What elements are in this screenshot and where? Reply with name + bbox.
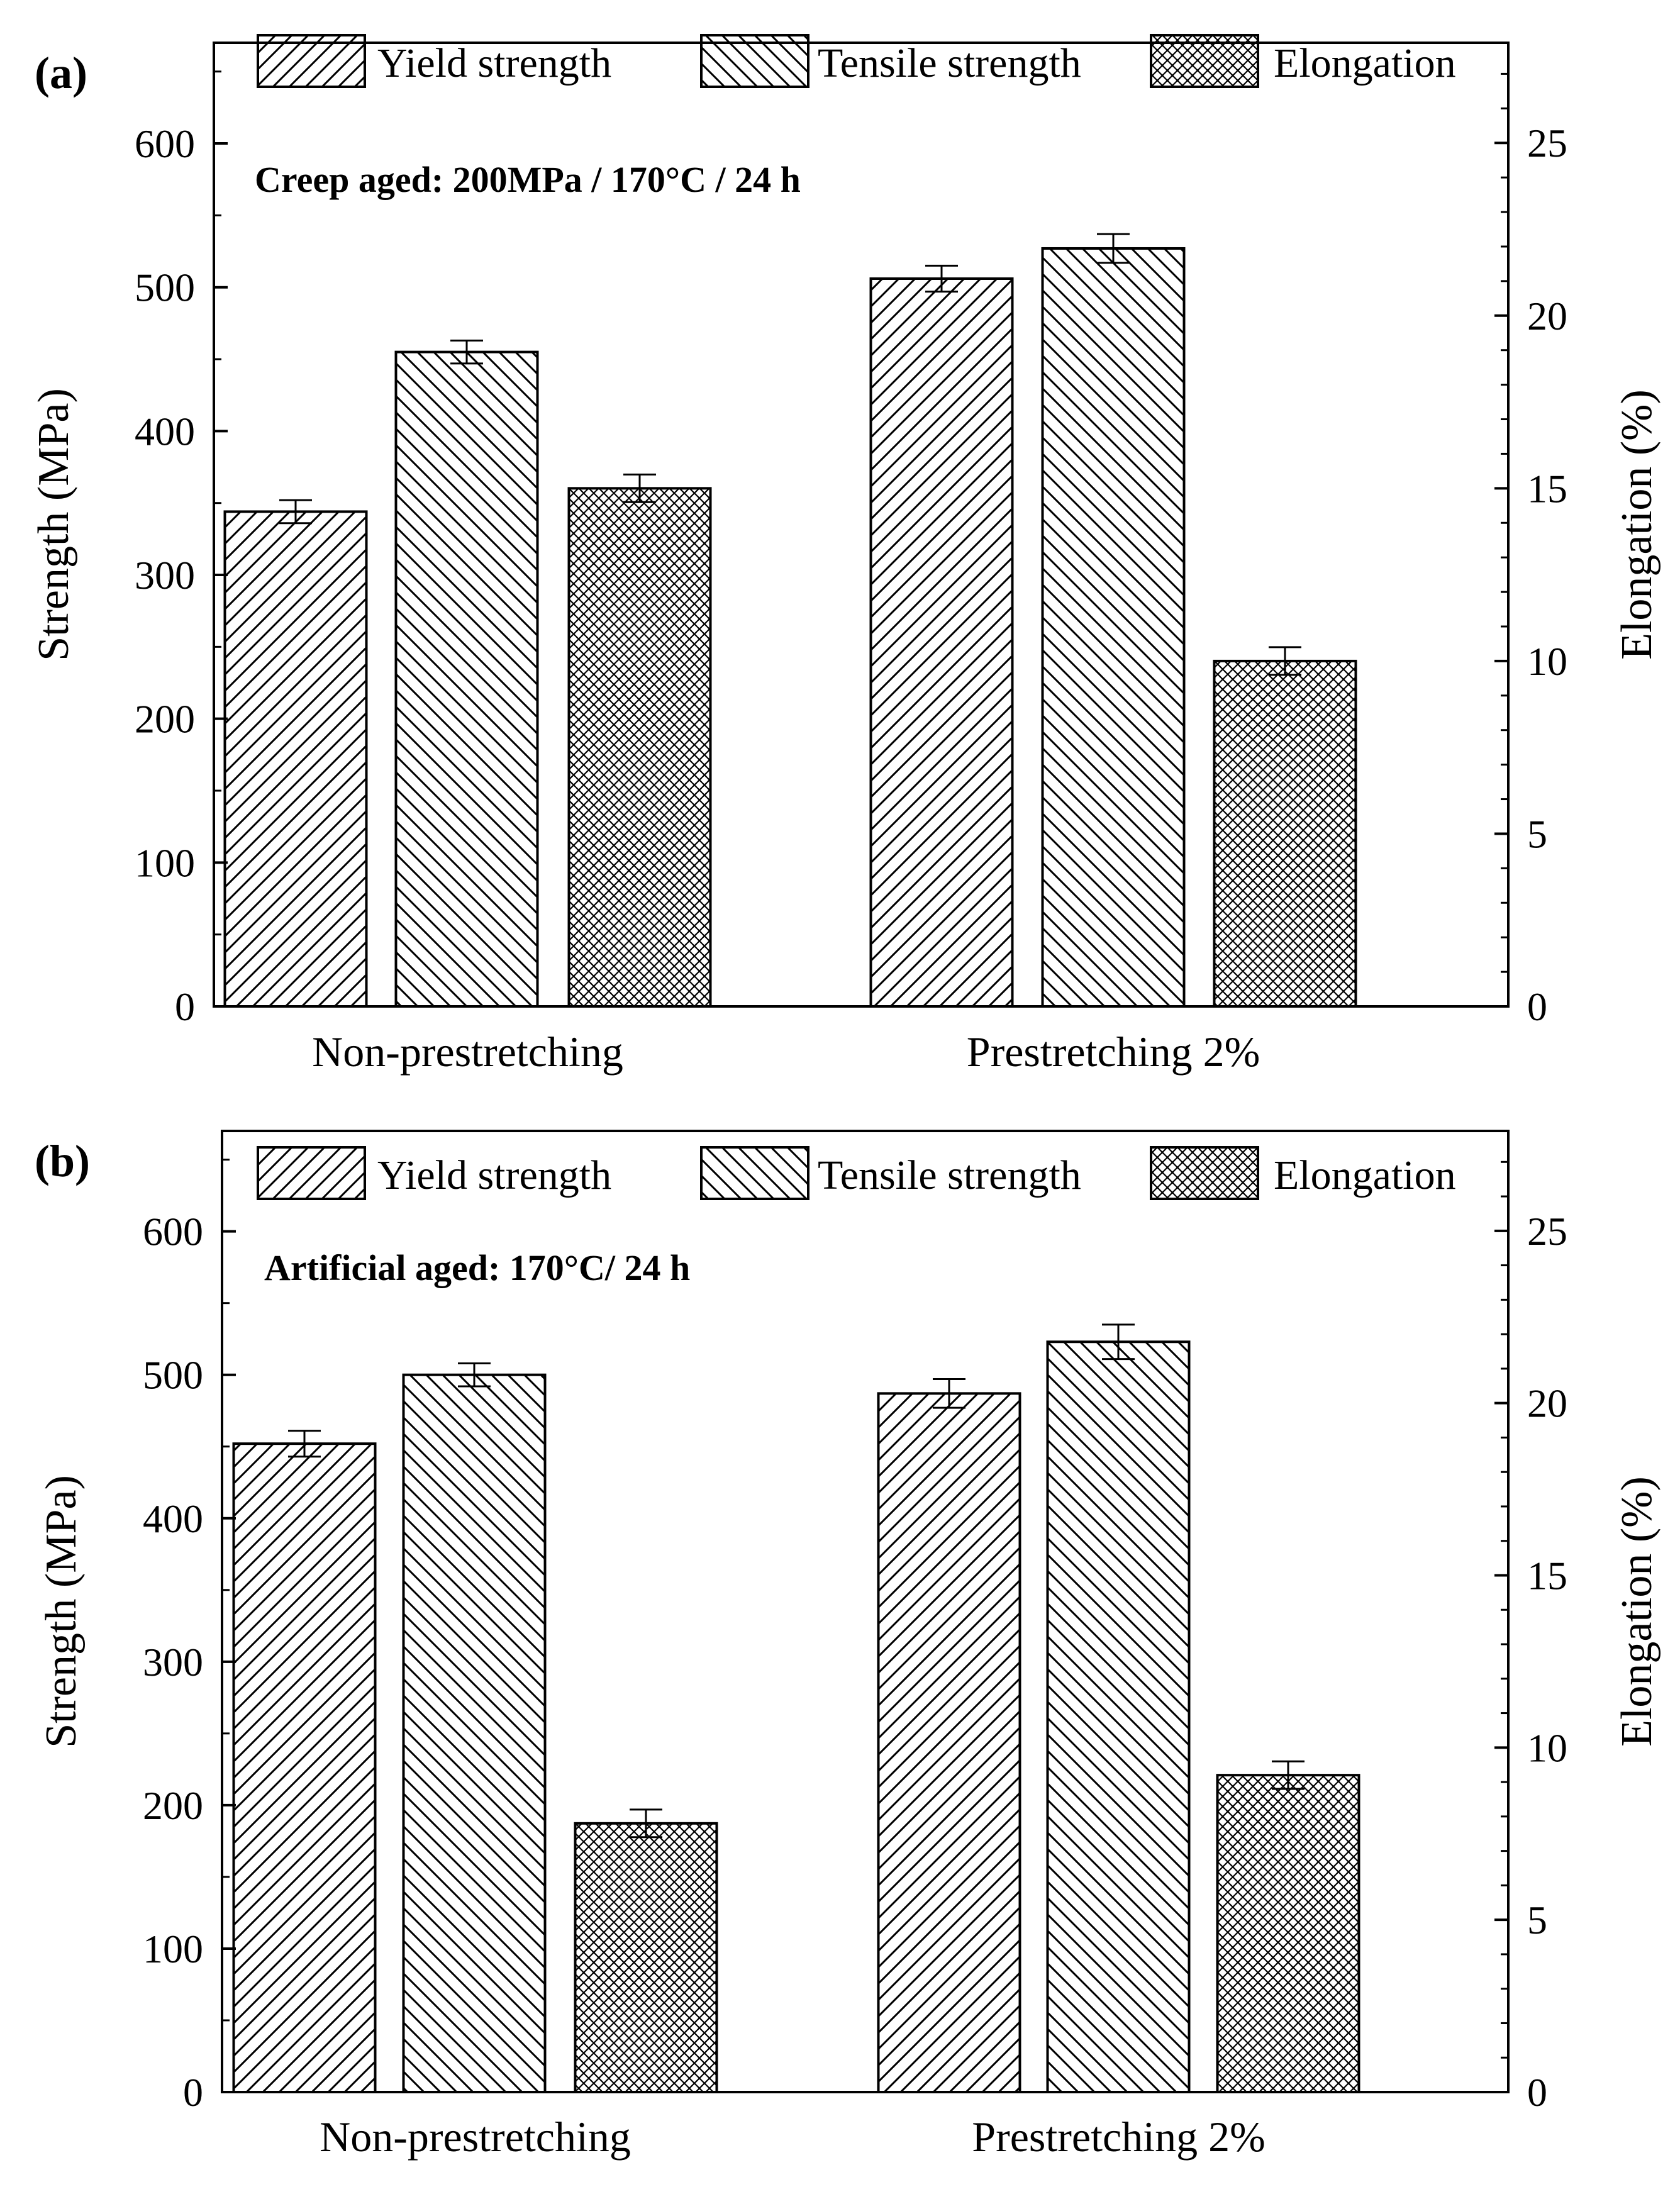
y2-tick-label: 5: [1527, 811, 1547, 856]
panel-b: 0 100 200 300 400 500 600 0 5 10 15 20 25 Strength (M…: [35, 1130, 1661, 2161]
y-tick-label: 300: [135, 553, 195, 598]
y2-tick-label: 5: [1527, 1898, 1547, 1942]
y2-tick-label: 20: [1527, 1381, 1567, 1426]
y-tick-label: 600: [143, 1210, 203, 1254]
plot-frame: [221, 1130, 1510, 2093]
legend-swatch-tensile: [700, 1146, 809, 1200]
bar-tensile: [1041, 247, 1186, 1008]
bar-yield: [232, 1442, 377, 2093]
y2-tick-label: 10: [1527, 1725, 1567, 1770]
x-category-label: Prestretching 2%: [967, 1028, 1260, 1076]
bar-tensile: [402, 1373, 547, 2093]
x-category-label: Prestretching 2%: [972, 2113, 1265, 2161]
panel-label: (a): [35, 48, 87, 98]
legend-swatch-elongation: [1150, 1146, 1259, 1200]
bar-yield: [223, 510, 368, 1008]
chart-annotation: Creep aged: 200MPa / 170°C / 24 h: [255, 159, 801, 200]
panel-label: (b): [35, 1136, 90, 1186]
legend-swatch-yield: [257, 34, 366, 88]
y2-tick-label: 15: [1527, 1553, 1567, 1598]
y2-tick-label: 0: [1527, 2070, 1547, 2115]
legend-label: Tensile strength: [818, 40, 1081, 86]
bar-elongation: [574, 1822, 718, 2093]
y2-tick-label: 20: [1527, 294, 1567, 338]
y2-axis-title: Elongation (%): [1613, 1476, 1661, 1747]
y-tick-label: 0: [183, 2070, 203, 2115]
bar-tensile: [394, 350, 539, 1008]
legend-label: Elongation: [1274, 40, 1456, 86]
legend-label: Elongation: [1274, 1152, 1456, 1198]
legend-label: Yield strength: [377, 1152, 611, 1198]
y-tick-label: 500: [143, 1353, 203, 1398]
bar-yield: [869, 277, 1014, 1008]
plot-frame: [213, 42, 1510, 1008]
y-tick-label: 600: [135, 121, 195, 166]
y-tick-label: 100: [135, 840, 195, 885]
x-category-label: Non-prestretching: [320, 2113, 631, 2161]
y-tick-label: 400: [135, 409, 195, 454]
y-tick-label: 500: [135, 265, 195, 310]
bar-yield: [877, 1392, 1021, 2094]
y2-tick-label: 10: [1527, 639, 1567, 684]
y-tick-label: 200: [135, 697, 195, 742]
y2-tick-label: 0: [1527, 984, 1547, 1029]
y-axis-title: Strength (MPa): [30, 388, 78, 661]
bar-elongation: [1213, 659, 1357, 1008]
legend-swatch-yield: [257, 1146, 366, 1200]
legend-swatch-tensile: [700, 34, 809, 88]
legend-swatch-elongation: [1150, 34, 1259, 88]
y2-tick-label: 25: [1527, 1209, 1567, 1254]
panel-a: 0 100 200 300 400 500 600 0 5 10 15 20 25 Strength (M…: [30, 34, 1661, 1076]
y2-tick-label: 25: [1527, 121, 1567, 165]
legend-label: Tensile strength: [818, 1152, 1081, 1198]
y-tick-label: 100: [143, 1927, 203, 1971]
y-axis-title: Strength (MPa): [37, 1475, 86, 1748]
y-tick-label: 0: [175, 984, 195, 1029]
bar-tensile: [1046, 1340, 1191, 2093]
bar-elongation: [1216, 1774, 1360, 2093]
y2-tick-label: 15: [1527, 466, 1567, 511]
y-tick-label: 200: [143, 1783, 203, 1828]
legend-label: Yield strength: [377, 40, 611, 86]
x-category-label: Non-prestretching: [312, 1028, 623, 1076]
chart-annotation: Artificial aged: 170°C/ 24 h: [264, 1247, 690, 1288]
bar-elongation: [567, 487, 712, 1008]
y2-axis-title: Elongation (%): [1613, 389, 1661, 660]
y-tick-label: 400: [143, 1496, 203, 1541]
y-tick-label: 300: [143, 1640, 203, 1684]
